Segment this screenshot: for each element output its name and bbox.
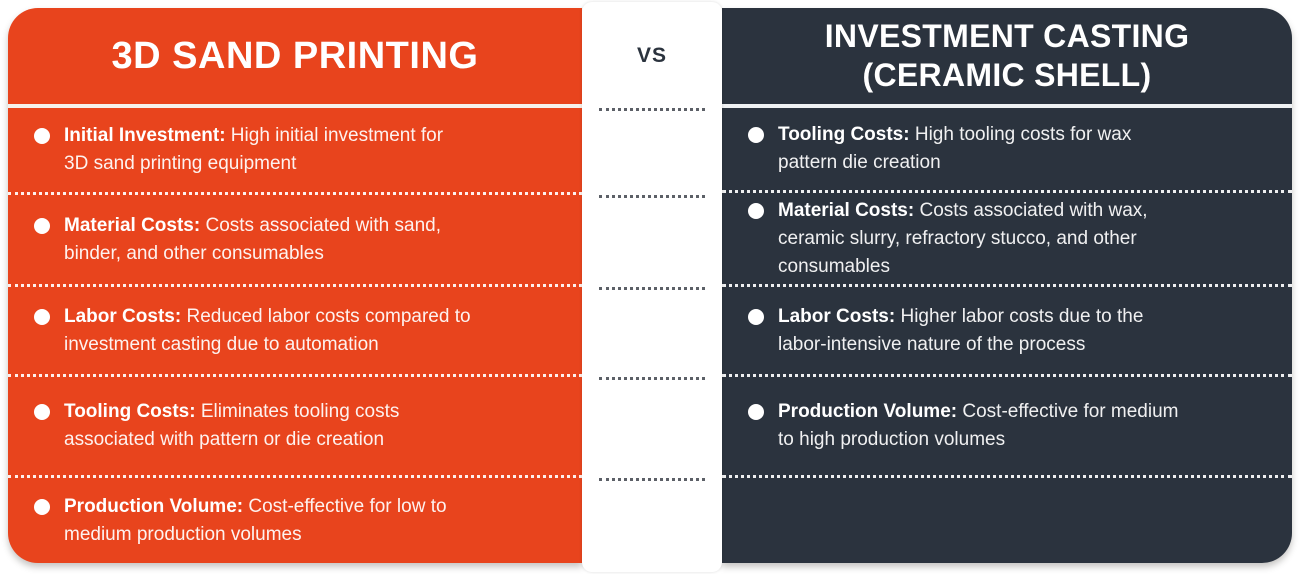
- list-item-label: Labor Costs:: [778, 305, 896, 327]
- left-panel-header: 3D SAND PRINTING: [8, 8, 582, 108]
- right-panel: INVESTMENT CASTING (CERAMIC SHELL) Toolin…: [722, 8, 1292, 563]
- divider-dotted-line: [599, 108, 705, 111]
- bullet-icon: [34, 404, 50, 420]
- right-panel-header: INVESTMENT CASTING (CERAMIC SHELL): [722, 8, 1292, 108]
- list-item: Tooling Costs: Eliminates tooling costs …: [8, 377, 582, 478]
- list-item-desc: Reduced labor costs compared to investme…: [64, 305, 471, 355]
- vs-divider: VS: [582, 2, 722, 572]
- divider-dotted-line: [599, 287, 705, 290]
- list-item-desc: High initial investment for 3D sand prin…: [64, 125, 444, 174]
- list-item: Initial Investment: High initial investm…: [8, 108, 582, 195]
- list-item-label: Material Costs:: [64, 214, 201, 236]
- list-item-desc: Eliminates tooling costs associated with…: [64, 401, 400, 450]
- right-panel-title: INVESTMENT CASTING (CERAMIC SHELL): [825, 17, 1190, 95]
- empty-row: [722, 478, 1292, 563]
- list-item-text: Production Volume: Cost-effective for me…: [778, 398, 1179, 454]
- bullet-icon: [34, 128, 50, 144]
- list-item-label: Tooling Costs:: [64, 401, 196, 422]
- list-item-desc: High tooling costs for wax pattern die c…: [778, 124, 1132, 173]
- left-panel: 3D SAND PRINTING Initial Investment: Hig…: [8, 8, 582, 563]
- list-item: Labor Costs: Reduced labor costs compare…: [8, 287, 582, 377]
- list-item-label: Production Volume:: [778, 401, 958, 422]
- list-item: Material Costs: Costs associated with wa…: [722, 193, 1292, 287]
- left-panel-title: 3D SAND PRINTING: [111, 34, 479, 77]
- list-item-desc: Costs associated with wax, ceramic slurr…: [778, 199, 1148, 277]
- list-item-desc: Cost-effective for low to medium product…: [64, 495, 447, 545]
- bullet-icon: [34, 308, 50, 325]
- list-item: Production Volume: Cost-effective for lo…: [8, 478, 582, 563]
- bullet-icon: [34, 217, 50, 234]
- list-item-label: Material Costs:: [778, 199, 915, 221]
- list-item-label: Production Volume:: [64, 495, 244, 517]
- list-item: Production Volume: Cost-effective for me…: [722, 377, 1292, 478]
- bullet-icon: [34, 498, 50, 515]
- vs-label: VS: [636, 44, 667, 67]
- bullet-icon: [748, 127, 764, 143]
- right-panel-title-line2: (CERAMIC SHELL): [862, 57, 1152, 93]
- list-item-text: Material Costs: Costs associated with sa…: [64, 212, 441, 268]
- list-item-label: Labor Costs:: [64, 305, 182, 327]
- list-item-text: Material Costs: Costs associated with wa…: [778, 197, 1148, 281]
- list-item-text: Labor Costs: Reduced labor costs compare…: [64, 303, 471, 359]
- bullet-icon: [748, 404, 764, 420]
- list-item-desc: Costs associated with sand, binder, and …: [64, 214, 441, 264]
- divider-dotted-line: [599, 377, 705, 380]
- divider-dotted-line: [599, 478, 705, 481]
- list-item-text: Initial Investment: High initial investm…: [64, 122, 443, 178]
- list-item-text: Tooling Costs: Eliminates tooling costs …: [64, 398, 399, 454]
- list-item-desc: Higher labor costs due to the labor-inte…: [778, 305, 1144, 355]
- list-item-label: Tooling Costs:: [778, 124, 910, 145]
- list-item-text: Production Volume: Cost-effective for lo…: [64, 493, 447, 549]
- bullet-icon: [748, 308, 764, 325]
- bullet-icon: [748, 202, 764, 219]
- divider-dotted-line: [599, 195, 705, 198]
- list-item: Material Costs: Costs associated with sa…: [8, 195, 582, 287]
- list-item: Tooling Costs: High tooling costs for wa…: [722, 108, 1292, 193]
- list-item-label: Initial Investment:: [64, 125, 226, 146]
- list-item-desc: Cost-effective for medium to high produc…: [778, 401, 1179, 450]
- list-item: Labor Costs: Higher labor costs due to t…: [722, 287, 1292, 377]
- list-item-text: Labor Costs: Higher labor costs due to t…: [778, 303, 1143, 359]
- right-panel-title-line1: INVESTMENT CASTING: [824, 18, 1190, 54]
- list-item-text: Tooling Costs: High tooling costs for wa…: [778, 121, 1131, 177]
